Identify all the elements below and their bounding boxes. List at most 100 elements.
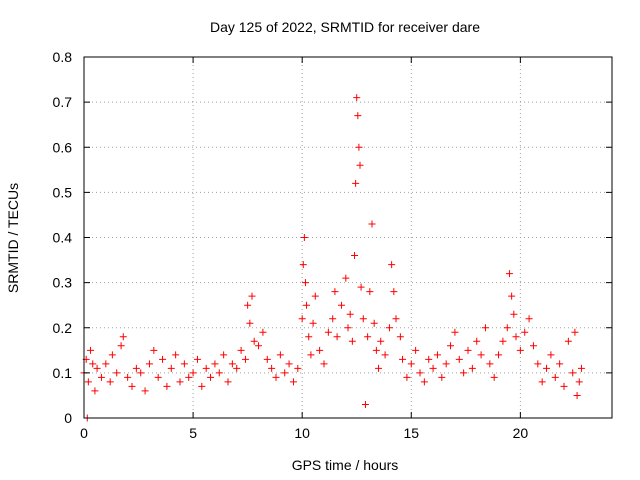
data-point	[303, 301, 311, 309]
data-point	[180, 360, 188, 368]
grid-lines	[84, 57, 612, 418]
data-point	[351, 252, 359, 260]
data-point	[392, 315, 400, 323]
data-point	[331, 288, 339, 296]
data-point	[301, 279, 309, 287]
data-point	[464, 346, 472, 354]
data-point	[407, 360, 415, 368]
data-point	[359, 315, 367, 323]
x-tick-label: 20	[513, 425, 529, 441]
data-point	[505, 270, 513, 278]
data-point	[185, 373, 193, 381]
data-point	[547, 351, 555, 359]
data-point	[499, 337, 507, 345]
data-point	[577, 364, 585, 372]
data-point	[159, 355, 167, 363]
data-point	[438, 373, 446, 381]
data-point	[356, 161, 364, 169]
data-point	[228, 360, 236, 368]
data-point	[263, 355, 271, 363]
data-point	[354, 112, 362, 120]
data-point	[368, 220, 376, 228]
data-point	[495, 351, 503, 359]
y-tick-label: 0.6	[53, 139, 73, 155]
data-point	[141, 387, 149, 395]
data-point	[102, 360, 110, 368]
data-point	[510, 310, 518, 318]
data-point	[399, 355, 407, 363]
data-point	[307, 351, 315, 359]
data-point	[132, 364, 140, 372]
data-point	[246, 319, 254, 327]
y-tick-label: 0.7	[53, 94, 73, 110]
data-point	[508, 292, 516, 300]
data-point	[366, 288, 374, 296]
data-point	[390, 288, 398, 296]
data-point	[503, 324, 511, 332]
axis-ticks: 0 5 10 15 20 0 0.1 0.2 0.3 0.4 0.5 0.6 0.7 0.8	[53, 49, 612, 441]
y-tick-label: 0.2	[53, 320, 73, 336]
data-point	[268, 364, 276, 372]
data-point	[490, 373, 498, 381]
data-point	[198, 382, 206, 390]
data-point	[355, 143, 363, 151]
data-point	[128, 382, 136, 390]
data-point	[381, 351, 389, 359]
y-tick-label: 0.4	[53, 230, 73, 246]
data-point	[84, 378, 92, 386]
x-tick-label: 10	[294, 425, 310, 441]
y-tick-label: 0.1	[53, 365, 73, 381]
data-point	[521, 328, 529, 336]
data-point	[220, 351, 228, 359]
data-point	[361, 400, 369, 408]
data-point	[348, 337, 356, 345]
data-point	[91, 387, 99, 395]
data-point	[329, 315, 337, 323]
data-point	[346, 310, 354, 318]
data-point	[300, 234, 308, 241]
data-point	[442, 360, 450, 368]
data-point	[305, 333, 313, 341]
data-point	[372, 346, 380, 354]
data-point	[237, 346, 245, 354]
data-point	[538, 378, 546, 386]
data-point	[564, 337, 572, 345]
data-point	[207, 373, 215, 381]
data-point	[364, 333, 372, 341]
data-point	[193, 355, 201, 363]
data-point	[150, 346, 158, 354]
data-point	[311, 292, 319, 300]
data-point	[276, 351, 284, 359]
chart-title: Day 125 of 2022, SRMTID for receiver dar…	[210, 19, 480, 35]
data-point	[425, 355, 433, 363]
data-point	[299, 261, 307, 269]
data-point	[529, 342, 537, 350]
data-point	[403, 373, 411, 381]
data-point	[525, 315, 533, 323]
data-point	[342, 274, 350, 282]
data-point	[337, 301, 345, 309]
data-point	[560, 382, 568, 390]
data-point	[429, 364, 437, 372]
data-point	[289, 378, 297, 386]
data-point	[370, 319, 378, 327]
data-point	[272, 373, 280, 381]
data-point	[433, 351, 441, 359]
data-point	[211, 360, 219, 368]
data-point	[106, 378, 114, 386]
data-point	[460, 369, 468, 377]
data-point	[473, 337, 481, 345]
data-point	[455, 355, 463, 363]
data-point	[215, 369, 223, 377]
data-point	[176, 378, 184, 386]
data-point	[551, 373, 559, 381]
data-point	[516, 346, 524, 354]
data-point	[416, 369, 424, 377]
y-tick-label: 0	[64, 410, 72, 426]
data-point	[353, 94, 361, 102]
data-point	[189, 369, 197, 377]
data-point	[543, 364, 551, 372]
x-tick-label: 15	[403, 425, 419, 441]
data-point	[248, 292, 256, 300]
data-point	[575, 378, 583, 386]
